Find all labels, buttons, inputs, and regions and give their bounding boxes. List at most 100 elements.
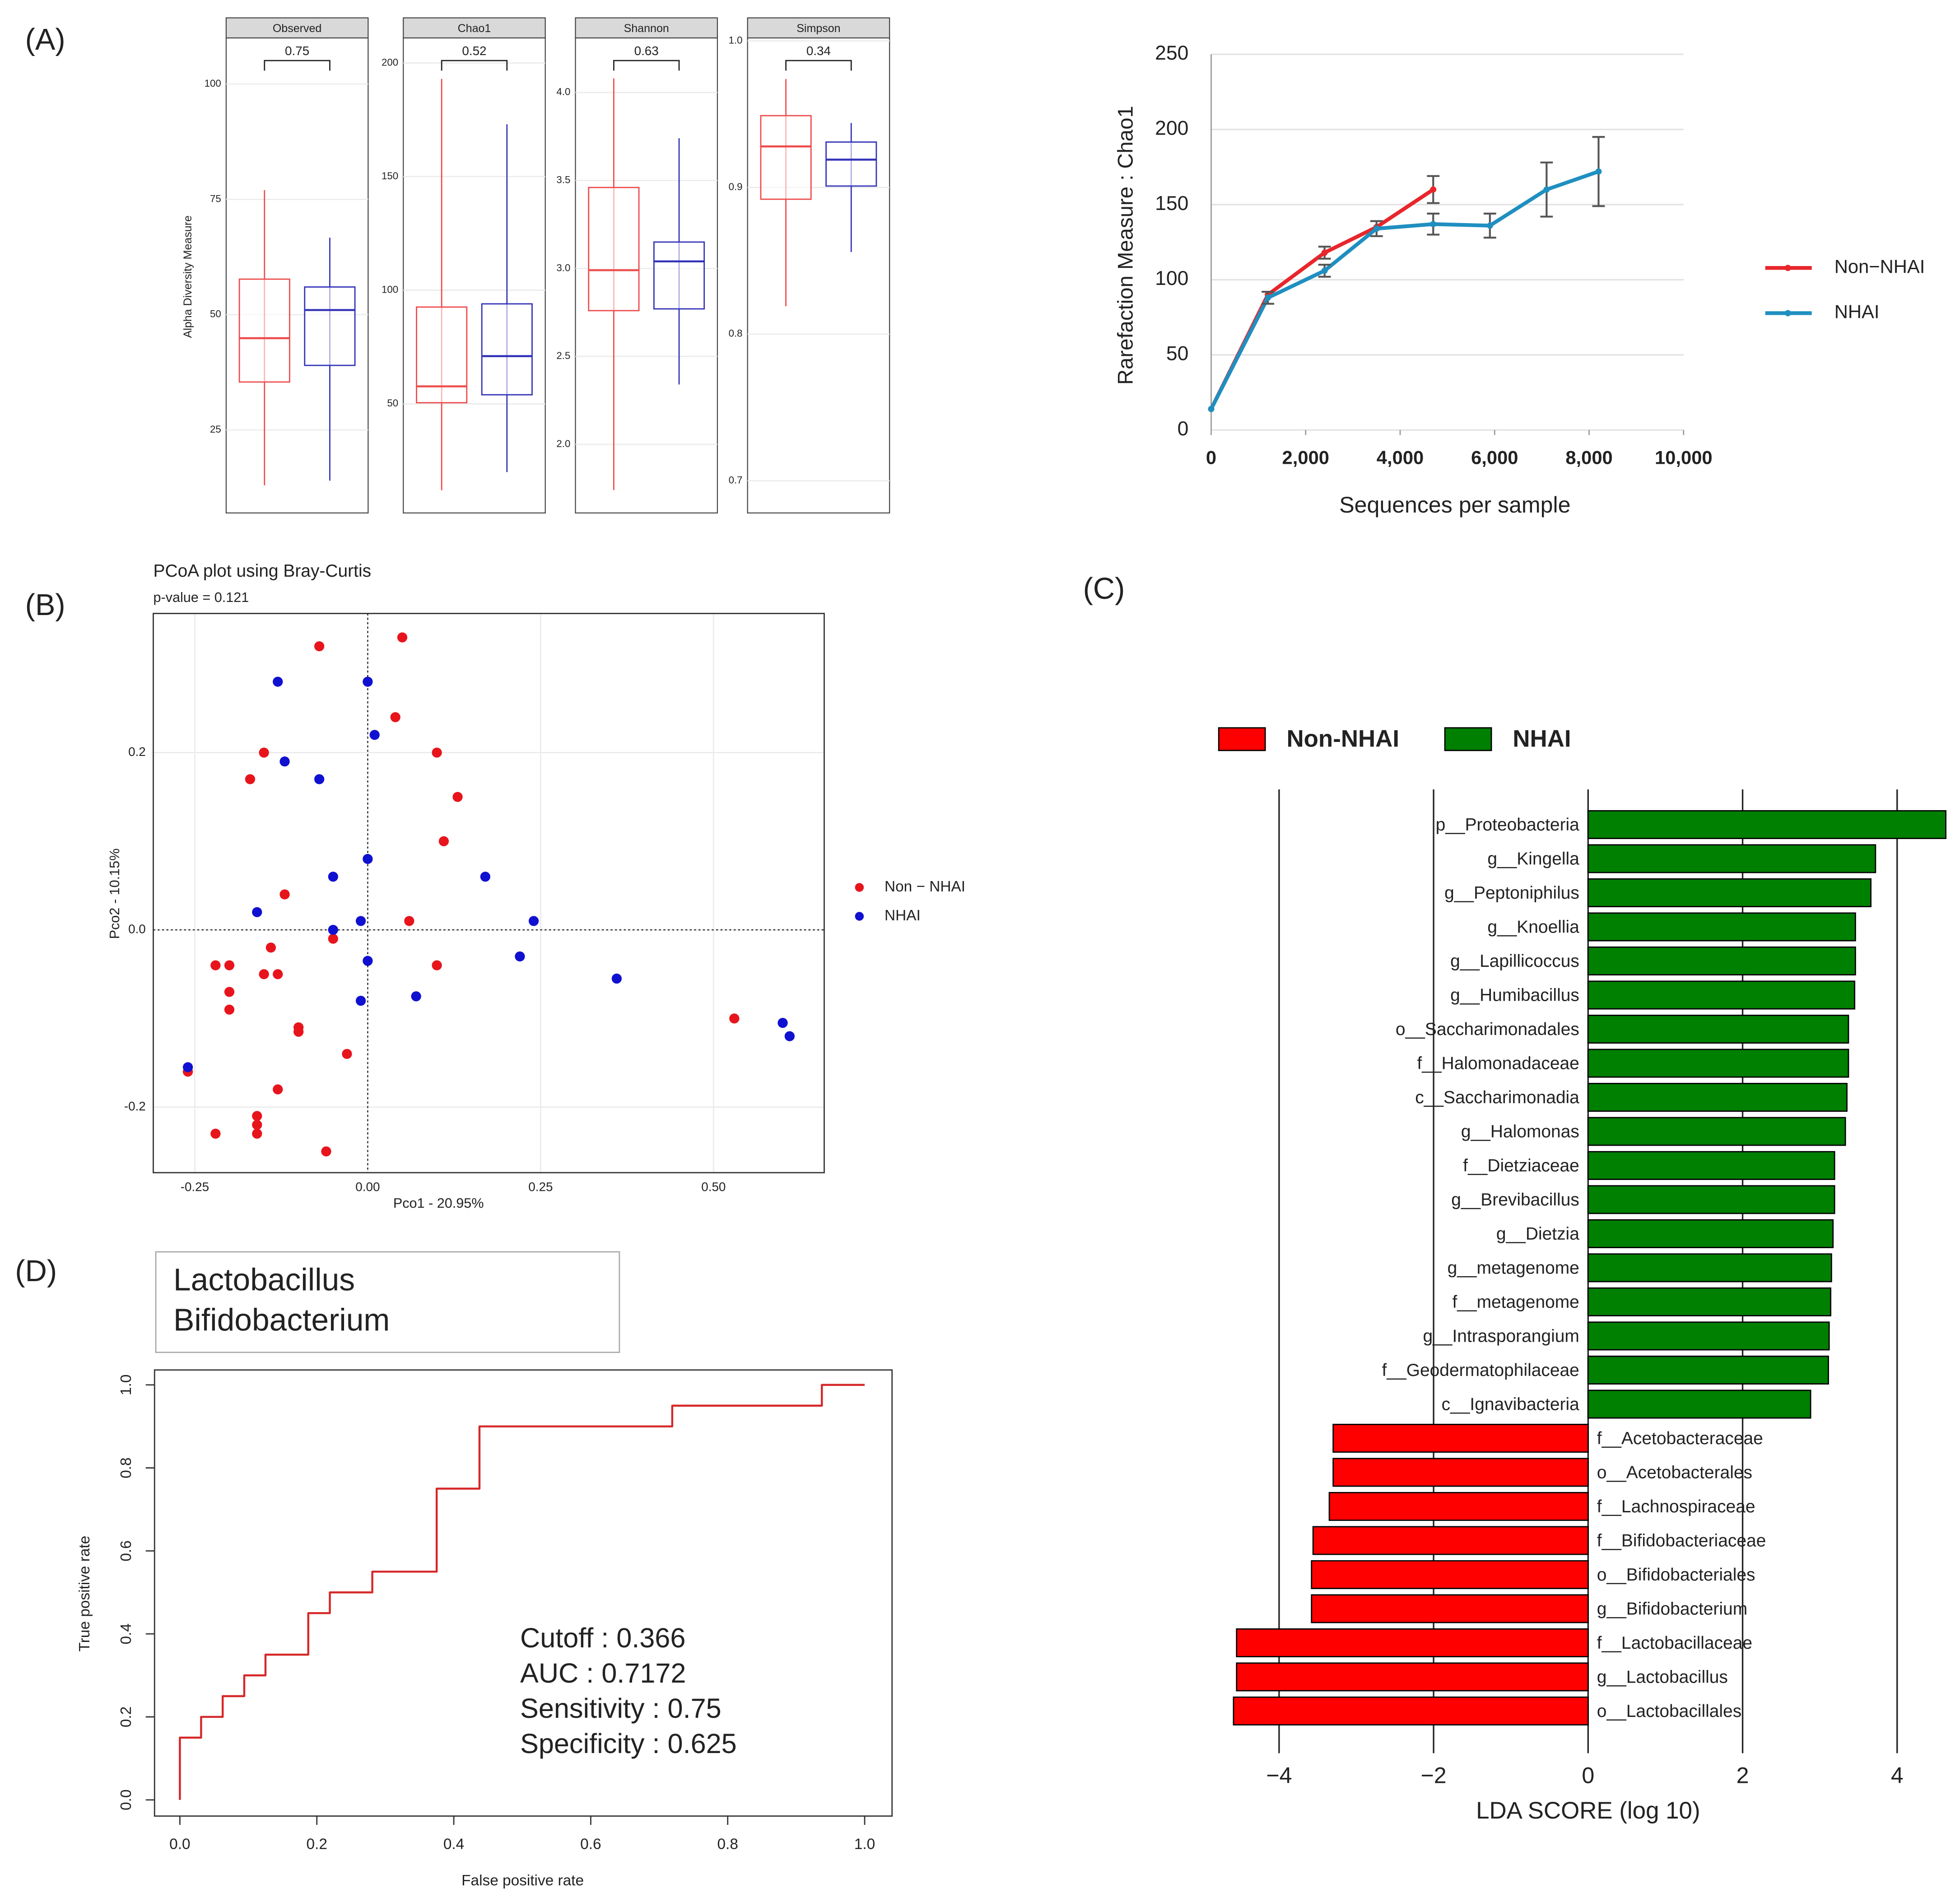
- chart-subtitle: p-value = 0.121: [153, 590, 249, 605]
- point: [480, 872, 490, 882]
- legend-dot: [855, 912, 864, 921]
- point: [404, 916, 414, 926]
- bar: [1587, 1014, 1849, 1044]
- x-tick-label: 2,000: [1282, 447, 1329, 468]
- panel-label: (B): [25, 588, 65, 622]
- panel-title: Simpson: [796, 22, 840, 35]
- box: [653, 241, 705, 310]
- point: [252, 1111, 262, 1121]
- legend-box-label: Lactobacillus: [173, 1262, 355, 1297]
- x-tick-label: 0: [1582, 1763, 1594, 1788]
- bar-label: p__Proteobacteria: [1436, 815, 1580, 835]
- legend-label: NHAI: [885, 907, 921, 924]
- point: [314, 641, 325, 652]
- panel-title: Observed: [273, 22, 322, 35]
- bar: [1233, 1696, 1589, 1725]
- bar-label: g__Knoellia: [1487, 918, 1579, 937]
- point: [1373, 225, 1380, 232]
- y-tick-label: 2.0: [556, 438, 570, 449]
- bar: [1587, 878, 1872, 908]
- x-tick-label: 0.4: [443, 1836, 464, 1852]
- point: [777, 1018, 788, 1028]
- strip: [225, 17, 369, 39]
- bar: [1587, 1321, 1830, 1351]
- point: [729, 1013, 740, 1024]
- bar: [1312, 1526, 1589, 1555]
- point: [432, 747, 442, 758]
- bar: [1587, 1390, 1811, 1419]
- legend-dot: [1784, 310, 1791, 317]
- point: [252, 1129, 262, 1139]
- point: [1430, 186, 1437, 193]
- bar: [1587, 810, 1946, 839]
- p-value: 0.63: [634, 44, 659, 58]
- bar-label: f__Bifidobacteriaceae: [1597, 1531, 1766, 1550]
- bar-label: f__Geodermatophilaceae: [1382, 1361, 1579, 1380]
- bar-label: f__Lactobacillaceae: [1597, 1633, 1752, 1653]
- point: [293, 1026, 304, 1037]
- point: [355, 916, 366, 926]
- box: [825, 141, 877, 187]
- point: [273, 969, 283, 979]
- point: [252, 907, 262, 917]
- legend-label: Non-NHAI: [1286, 726, 1399, 752]
- x-tick-label: -0.25: [181, 1180, 209, 1194]
- bar-label: g__Kingella: [1487, 849, 1579, 869]
- line: [1209, 169, 1599, 410]
- legend-swatch: [1444, 727, 1492, 751]
- bar: [1587, 844, 1876, 873]
- legend-box-label: Bifidobacterium: [173, 1302, 390, 1337]
- x-axis-label: False positive rate: [461, 1872, 584, 1889]
- panel-title: Chao1: [458, 22, 491, 35]
- y-tick-label: 0.2: [128, 745, 146, 759]
- x-tick-label: 6,000: [1471, 447, 1518, 468]
- legend-label: NHAI: [1834, 301, 1880, 322]
- chart-title: PCoA plot using Bray-Curtis: [153, 561, 371, 581]
- point: [279, 756, 290, 767]
- y-tick-label: 100: [205, 78, 221, 89]
- point: [1265, 294, 1271, 301]
- point: [328, 872, 338, 882]
- bar: [1587, 1185, 1835, 1214]
- y-tick-label: 0.4: [118, 1623, 135, 1644]
- p-value: 0.34: [806, 44, 831, 58]
- strip: [575, 17, 718, 39]
- point: [279, 889, 290, 900]
- y-tick-label: 250: [1155, 42, 1188, 64]
- bar-label: g__Halomonas: [1461, 1122, 1579, 1142]
- y-axis-label: Pco2 - 10.15%: [107, 849, 122, 939]
- y-tick-label: 50: [1166, 343, 1189, 365]
- bracket: [264, 60, 331, 71]
- panel-label: (D): [15, 1254, 57, 1288]
- bar: [1587, 1151, 1835, 1180]
- bracket: [613, 60, 680, 71]
- point: [328, 933, 338, 944]
- point: [1321, 249, 1328, 256]
- bar: [1332, 1458, 1589, 1487]
- legend-label: Non−NHAI: [1834, 256, 1925, 277]
- panel-frame: [747, 37, 890, 514]
- x-tick-label: 1.0: [854, 1836, 875, 1852]
- p-value: 0.52: [462, 44, 486, 58]
- y-tick-label: 1.0: [729, 34, 743, 46]
- x-tick-label: 4,000: [1377, 447, 1424, 468]
- x-tick-label: 0.0: [169, 1836, 190, 1852]
- bar-label: o__Lactobacillales: [1597, 1702, 1741, 1721]
- point: [355, 995, 366, 1006]
- point: [182, 1062, 193, 1073]
- box: [481, 303, 533, 396]
- y-tick-label: 1.0: [118, 1375, 135, 1395]
- box: [760, 115, 812, 200]
- legend-swatch: [1218, 727, 1266, 751]
- point: [363, 956, 373, 966]
- panel-label: (C): [1083, 572, 1125, 606]
- bar-label: f__Lachnospiraceae: [1597, 1497, 1755, 1516]
- panel-label: (A): [25, 23, 65, 56]
- annotation: Specificity : 0.625: [520, 1728, 737, 1759]
- point: [342, 1049, 352, 1059]
- bar: [1332, 1423, 1589, 1453]
- x-tick-label: 0.00: [355, 1180, 380, 1194]
- y-tick-label: 0.2: [118, 1707, 135, 1727]
- y-tick-label: 75: [210, 193, 221, 204]
